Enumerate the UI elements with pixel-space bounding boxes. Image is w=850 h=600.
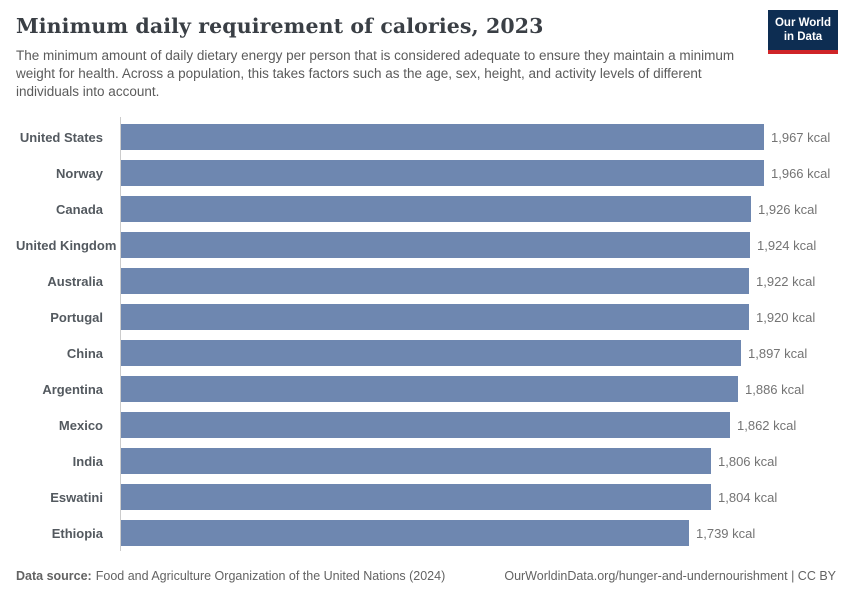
chart-row: United States 1,967 kcal [16, 124, 850, 151]
value-label: 1,739 kcal [696, 525, 756, 541]
bar[interactable] [121, 340, 741, 367]
bar[interactable] [121, 304, 749, 331]
country-label: United Kingdom [16, 237, 117, 253]
bar[interactable] [121, 232, 750, 259]
bar-area: 1,804 kcal [112, 484, 850, 511]
chart-header: Minimum daily requirement of calories, 2… [0, 0, 850, 100]
chart-subtitle: The minimum amount of daily dietary ener… [16, 48, 735, 99]
bar-area: 1,886 kcal [112, 376, 850, 403]
chart-row: Norway 1,966 kcal [16, 160, 850, 187]
value-label: 1,897 kcal [748, 345, 808, 361]
value-label: 1,922 kcal [756, 273, 816, 289]
y-axis-line [120, 117, 121, 552]
value-label: 1,806 kcal [718, 453, 778, 469]
bar[interactable] [121, 268, 749, 295]
country-label: Australia [47, 273, 103, 289]
country-label: China [66, 345, 103, 361]
chart-row: Canada 1,926 kcal [16, 196, 850, 223]
bar[interactable] [121, 160, 764, 187]
bar-chart: United States 1,967 kcal Norway 1,966 kcal C… [16, 117, 850, 552]
bar[interactable] [121, 196, 751, 223]
bars-container: United States 1,967 kcal Norway 1,966 kcal C… [16, 124, 850, 547]
data-source-label: Data source: [16, 569, 92, 583]
value-label: 1,966 kcal [771, 165, 831, 181]
owid-logo-text: Our World in Data [768, 10, 838, 50]
value-label: 1,920 kcal [756, 309, 816, 325]
value-label: 1,862 kcal [737, 417, 797, 433]
country-label: Canada [56, 201, 103, 217]
data-source: Data source: Food and Agriculture Organiz… [16, 569, 445, 583]
chart-row: India 1,806 kcal [16, 448, 850, 475]
chart-footer: Data source: Food and Agriculture Organiz… [16, 569, 836, 583]
country-label: India [72, 453, 103, 469]
chart-row: United Kingdom 1,924 kcal [16, 232, 850, 259]
chart-row: China 1,897 kcal [16, 340, 850, 367]
country-label: Eswatini [50, 489, 103, 505]
bar-area: 1,967 kcal [112, 124, 850, 151]
country-label: Argentina [42, 381, 103, 397]
country-label: Norway [56, 165, 103, 181]
bar-area: 1,806 kcal [112, 448, 850, 475]
value-label: 1,967 kcal [771, 129, 831, 145]
bar-area: 1,924 kcal [112, 232, 850, 259]
country-label: Mexico [58, 417, 103, 433]
data-source-text: Food and Agriculture Organization of the… [95, 569, 446, 583]
bar-area: 1,926 kcal [112, 196, 850, 223]
credit-link[interactable]: OurWorldinData.org/hunger-and-undernouri… [504, 569, 836, 583]
value-label: 1,926 kcal [758, 201, 818, 217]
country-label: United States [19, 129, 103, 145]
bar-area: 1,922 kcal [112, 268, 850, 295]
bar[interactable] [121, 520, 689, 547]
chart-row: Portugal 1,920 kcal [16, 304, 850, 331]
bar[interactable] [121, 448, 711, 475]
chart-row: Australia 1,922 kcal [16, 268, 850, 295]
owid-logo-line2: in Data [783, 31, 823, 44]
bar-area: 1,739 kcal [112, 520, 850, 547]
value-label: 1,886 kcal [745, 381, 805, 397]
chart-row: Argentina 1,886 kcal [16, 376, 850, 403]
country-label: Portugal [50, 309, 103, 325]
bar[interactable] [121, 412, 730, 439]
chart-row: Mexico 1,862 kcal [16, 412, 850, 439]
country-label: Ethiopia [51, 525, 103, 541]
bar-area: 1,966 kcal [112, 160, 850, 187]
owid-logo-line1: Our World [774, 17, 831, 29]
owid-logo-stripe [768, 49, 838, 54]
bar-area: 1,897 kcal [112, 340, 850, 367]
value-label: 1,924 kcal [757, 237, 817, 253]
owid-logo[interactable]: Our World in Data [768, 10, 838, 54]
chart-row: Eswatini 1,804 kcal [16, 484, 850, 511]
bar[interactable] [121, 484, 711, 511]
bar-area: 1,862 kcal [112, 412, 850, 439]
bar[interactable] [121, 124, 764, 151]
chart-title: Minimum daily requirement of calories, 2… [16, 14, 544, 38]
value-label: 1,804 kcal [718, 489, 778, 505]
bar-area: 1,920 kcal [112, 304, 850, 331]
bar[interactable] [121, 376, 738, 403]
chart-row: Ethiopia 1,739 kcal [16, 520, 850, 547]
